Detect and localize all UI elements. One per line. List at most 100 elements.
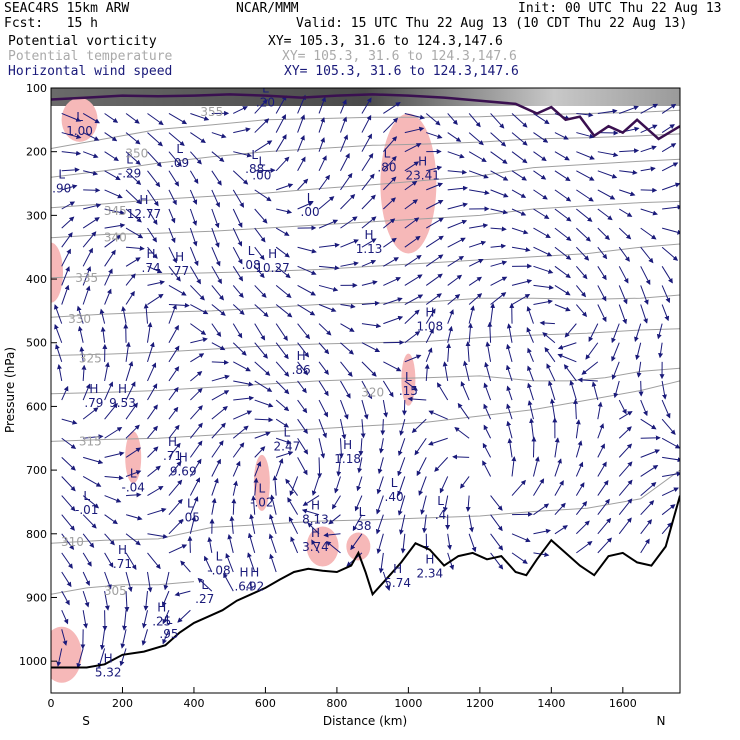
wind-vector-24 [61, 571, 72, 588]
wind-vector-710 [662, 204, 680, 210]
wind-vector-417 [376, 495, 384, 515]
wind-vector-628 [575, 440, 583, 458]
wind-vector-551 [506, 323, 513, 343]
wind-vector-334 [318, 284, 339, 292]
wind-vector-700 [640, 465, 659, 477]
wind-vector-651 [597, 423, 605, 439]
wind-vector-480 [447, 325, 453, 343]
wind-vector-110 [125, 552, 137, 570]
wind-vector-438 [399, 419, 406, 436]
wind-vector-10 [61, 284, 70, 305]
wind-vector-287 [275, 323, 288, 342]
low-symbol-11: L [284, 425, 291, 439]
high-value-25: .74 [142, 261, 161, 275]
pv-blob-5 [51, 242, 63, 303]
wind-vector-344 [311, 476, 320, 496]
wind-vector-380 [361, 238, 377, 248]
wind-vector-22 [61, 533, 75, 550]
wind-vector-6 [61, 216, 75, 229]
wind-vector-513 [468, 514, 474, 533]
wind-vector-523 [490, 260, 508, 267]
wind-vector-286 [275, 304, 293, 318]
wind-vector-457 [425, 328, 434, 343]
low-value-1: .90 [52, 181, 71, 195]
wind-vector-643 [597, 285, 607, 302]
wind-vector-429 [404, 235, 421, 248]
high-symbol-24: H [365, 228, 374, 242]
wind-vector-656 [597, 517, 612, 535]
wind-vector-304 [297, 156, 306, 172]
high-symbol-25: H [147, 247, 156, 261]
wind-vector-7 [61, 232, 73, 248]
wind-vector-407 [383, 297, 403, 306]
wind-vector-395 [350, 533, 363, 551]
wind-vector-476 [447, 255, 465, 267]
low-symbol-14: L [130, 467, 137, 481]
high-value-36: 3.74 [302, 540, 329, 554]
wind-vector-111 [125, 571, 133, 593]
wind-vector-23 [61, 552, 73, 569]
wind-vector-259 [254, 265, 265, 279]
low-value-20: .95 [159, 627, 178, 641]
wind-vector-568 [533, 208, 550, 220]
wind-vector-145 [168, 132, 185, 147]
wind-vector-268 [254, 431, 271, 439]
wind-vector-285 [275, 285, 292, 299]
wind-vector-279 [275, 156, 290, 172]
wind-vector-590 [554, 170, 571, 182]
wind-vector-596 [554, 284, 571, 296]
wind-vector-494 [468, 151, 487, 163]
wind-vector-705 [661, 103, 677, 114]
wind-vector-400 [382, 155, 397, 172]
wind-vector-405 [383, 257, 399, 267]
wind-vector-507 [460, 381, 470, 401]
low-value-12: .40 [385, 490, 404, 504]
wind-vector-515 [490, 113, 505, 129]
wind-vector-527 [487, 321, 493, 343]
wind-vector-372 [325, 540, 341, 554]
low-symbol-15: L [83, 489, 90, 503]
wind-vector-508 [457, 402, 470, 420]
wind-vector-726 [661, 504, 676, 516]
wind-vector-473 [447, 202, 468, 210]
wind-vector-650 [597, 401, 603, 420]
wind-vector-83 [104, 591, 110, 611]
x-tick-label-1400: 1400 [537, 697, 565, 710]
wind-vector-65 [104, 234, 122, 248]
wind-vector-621 [564, 323, 577, 338]
wind-vector-150 [168, 227, 176, 244]
low-value-11: 2.47 [274, 439, 301, 453]
wind-vector-256 [254, 208, 268, 224]
wind-vector-660 [619, 148, 640, 154]
wind-vector-90 [125, 170, 142, 185]
wind-vector-101 [125, 360, 134, 382]
wind-vector-566 [533, 170, 547, 180]
wind-vector-514 [468, 533, 477, 553]
wind-vector-261 [254, 304, 269, 318]
wind-vector-697 [640, 418, 657, 430]
wind-vector-688 [640, 246, 654, 264]
wind-vector-112 [124, 591, 130, 613]
low-symbol-1: L [58, 167, 65, 181]
wind-vector-488 [442, 495, 449, 513]
wind-vector-238 [233, 361, 251, 372]
wind-vector-302 [297, 114, 306, 133]
wind-vector-676 [618, 443, 633, 458]
wind-vector-188 [190, 405, 203, 420]
wind-vector-605 [554, 437, 560, 458]
wind-vector-130 [147, 362, 157, 382]
wind-vector-414 [378, 438, 384, 454]
y-axis-label: Pressure (hPa) [3, 347, 17, 433]
wind-vector-436 [404, 380, 418, 391]
stratosphere-shading [51, 88, 680, 106]
wind-vector-594 [554, 246, 572, 260]
south-label: S [82, 714, 90, 728]
wind-vector-373 [361, 97, 372, 114]
wind-vector-73 [104, 381, 114, 401]
wind-vector-503 [468, 305, 475, 324]
wind-vector-300 [269, 553, 277, 573]
wind-vector-315 [297, 380, 307, 394]
wind-vector-129 [147, 341, 155, 362]
wind-vector-191 [189, 458, 202, 477]
wind-vector-182 [190, 304, 209, 315]
